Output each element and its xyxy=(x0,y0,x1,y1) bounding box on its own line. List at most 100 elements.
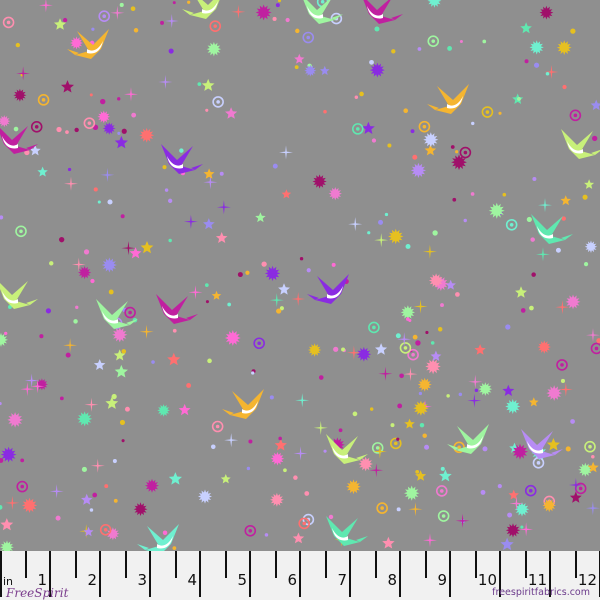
sparkle-motif xyxy=(374,233,389,248)
dot-motif xyxy=(562,84,567,90)
dot-motif xyxy=(39,334,44,339)
dot-motif xyxy=(384,212,389,217)
sunburst-motif xyxy=(488,202,505,219)
sunburst-motif xyxy=(255,4,272,21)
dot-motif xyxy=(378,219,384,225)
dot-motif xyxy=(248,439,253,444)
sunburst-motif xyxy=(139,127,155,143)
dot-motif xyxy=(440,303,444,308)
sunburst-motif xyxy=(312,174,327,189)
ruler-inch-tick xyxy=(99,551,101,597)
ring-motif-center xyxy=(20,484,25,489)
dot-motif xyxy=(304,491,310,496)
dot-motif xyxy=(582,194,588,200)
dot-motif xyxy=(283,468,287,473)
sunburst-motif xyxy=(556,40,572,55)
ruler-number: 1 xyxy=(37,571,47,589)
sparkle-motif xyxy=(369,463,384,478)
swallow-bird-icon xyxy=(531,214,573,244)
dot-motif xyxy=(403,108,409,114)
dot-motif xyxy=(49,261,54,266)
dot-motif xyxy=(92,492,98,498)
dot-motif xyxy=(371,138,377,143)
dot-motif xyxy=(397,403,403,409)
dot-motif xyxy=(117,131,121,135)
dot-motif xyxy=(45,308,52,314)
dot-motif xyxy=(75,305,79,309)
ring-motif-center xyxy=(257,341,261,346)
sparkle-motif xyxy=(231,4,246,19)
ring-motif xyxy=(211,420,224,433)
star-motif xyxy=(294,53,305,64)
dot-motif xyxy=(168,48,174,54)
sunburst-motif xyxy=(505,399,521,414)
sparkle-motif xyxy=(413,299,428,314)
dot-motif xyxy=(306,268,311,273)
ruler-number: 12 xyxy=(577,571,597,589)
dot-motif xyxy=(121,349,127,354)
dot-motif xyxy=(205,300,209,304)
dot-motif xyxy=(207,358,212,364)
dot-motif xyxy=(341,347,346,352)
sparkle-motif xyxy=(139,324,154,339)
dot-motif xyxy=(333,346,339,352)
dot-motif xyxy=(455,292,460,297)
ruler-inch-tick xyxy=(249,551,251,597)
sparkle-motif xyxy=(100,167,115,182)
sparkle-motif xyxy=(124,87,138,102)
dot-motif xyxy=(15,42,21,48)
star-motif xyxy=(430,350,442,361)
ring-motif-center xyxy=(355,127,360,131)
dot-motif xyxy=(160,20,164,25)
dot-motif xyxy=(459,39,463,43)
dot-motif xyxy=(430,341,435,345)
star-motif xyxy=(225,107,238,119)
star-motif xyxy=(587,461,599,473)
sparkle-motif xyxy=(71,257,86,272)
dot-motif xyxy=(73,319,78,324)
sunburst-motif xyxy=(425,358,441,375)
dot-motif xyxy=(251,371,255,375)
dot-motif xyxy=(447,46,453,51)
star-motif xyxy=(439,469,452,482)
dot-motif xyxy=(396,437,400,441)
dot-motif xyxy=(91,27,95,31)
star-motif xyxy=(278,283,290,295)
dot-motif xyxy=(172,546,177,551)
star-motif xyxy=(500,537,514,551)
fabric-print xyxy=(0,0,600,551)
sparkle-motif xyxy=(509,496,524,511)
ring-motif xyxy=(389,437,402,450)
star-motif xyxy=(320,65,330,75)
ring-motif xyxy=(505,218,518,231)
sunburst-motif xyxy=(537,340,551,354)
dot-motif xyxy=(533,62,540,68)
ruler-half-tick xyxy=(525,551,527,578)
sparkle-motif xyxy=(455,513,470,528)
dot-motif xyxy=(520,308,526,313)
sparkle-motif xyxy=(49,484,64,499)
ruler-number: 3 xyxy=(137,571,147,589)
dot-motif xyxy=(412,154,418,160)
dot-motif xyxy=(446,394,450,398)
sunburst-motif xyxy=(270,492,284,507)
sparkle-motif xyxy=(538,198,552,213)
star-motif xyxy=(83,526,94,537)
dot-motif xyxy=(89,93,93,97)
dot-motif xyxy=(470,192,475,196)
dot-motif xyxy=(352,411,358,417)
dot-motif xyxy=(112,459,117,464)
dot-motif xyxy=(113,498,118,503)
ruler-number: 6 xyxy=(287,571,297,589)
dot-motif xyxy=(204,283,209,287)
dot-motif xyxy=(405,243,411,249)
ring-motif xyxy=(124,306,136,319)
sparkle-motif xyxy=(568,478,583,492)
sunburst-motif xyxy=(0,540,14,551)
sparkle-motif xyxy=(295,393,310,408)
ring-motif xyxy=(302,31,315,44)
sparkle-motif xyxy=(397,332,412,347)
sunburst-motif xyxy=(270,451,285,466)
dot-motif xyxy=(227,302,232,307)
ring-motif-center xyxy=(485,110,490,114)
